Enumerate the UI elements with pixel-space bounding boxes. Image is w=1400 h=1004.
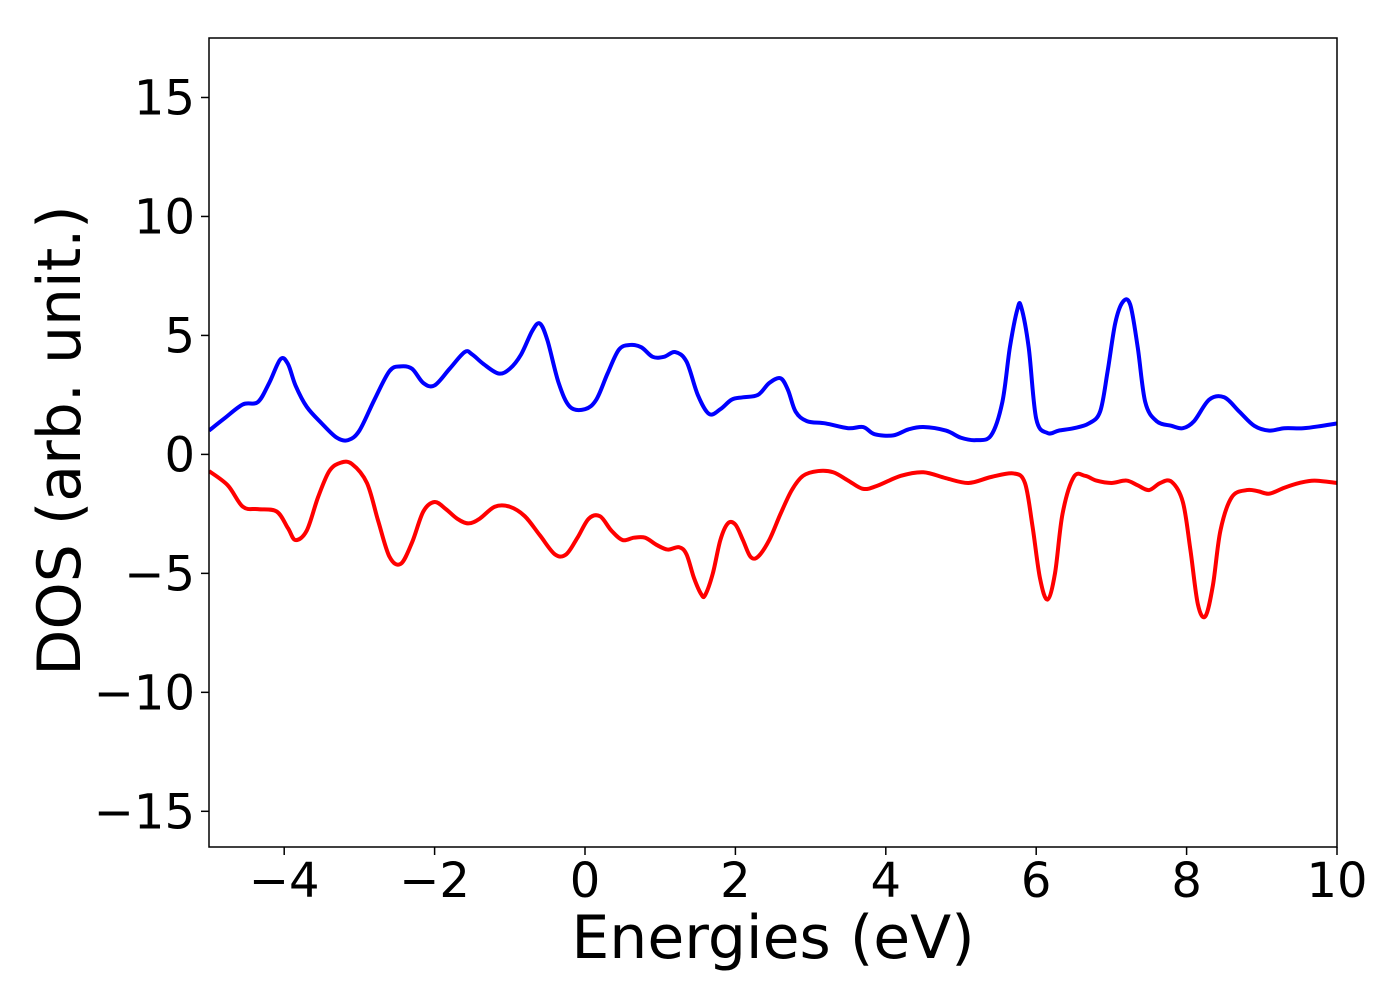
y-axis-title: DOS (arb. unit.) <box>25 205 95 675</box>
x-tick-label: 4 <box>871 853 902 909</box>
y-tick-label: 5 <box>164 308 195 364</box>
y-tick-label: −15 <box>94 784 195 840</box>
x-tick-label: 10 <box>1306 853 1367 909</box>
series-line-red <box>209 459 1337 620</box>
x-tick-label: −4 <box>249 853 320 909</box>
x-axis-ticks: −4 −2 0 2 4 6 8 10 <box>249 847 1368 909</box>
plot-frame <box>208 37 1338 848</box>
y-tick-label: 10 <box>134 189 195 245</box>
x-tick-label: 0 <box>570 853 601 909</box>
x-tick-label: 2 <box>720 853 751 909</box>
y-tick-label: −10 <box>94 665 195 721</box>
x-axis-title: Energies (eV) <box>571 903 974 973</box>
y-tick-label: 15 <box>134 70 195 126</box>
series-line-blue <box>209 297 1337 443</box>
x-tick-label: −2 <box>399 853 470 909</box>
x-tick-label: 8 <box>1171 853 1202 909</box>
series-layer <box>209 297 1337 620</box>
y-tick-label: −5 <box>124 546 195 602</box>
y-axis-ticks: −15 −10 −5 0 5 10 15 <box>94 70 209 840</box>
y-tick-label: 0 <box>164 427 195 483</box>
x-tick-label: 6 <box>1021 853 1052 909</box>
